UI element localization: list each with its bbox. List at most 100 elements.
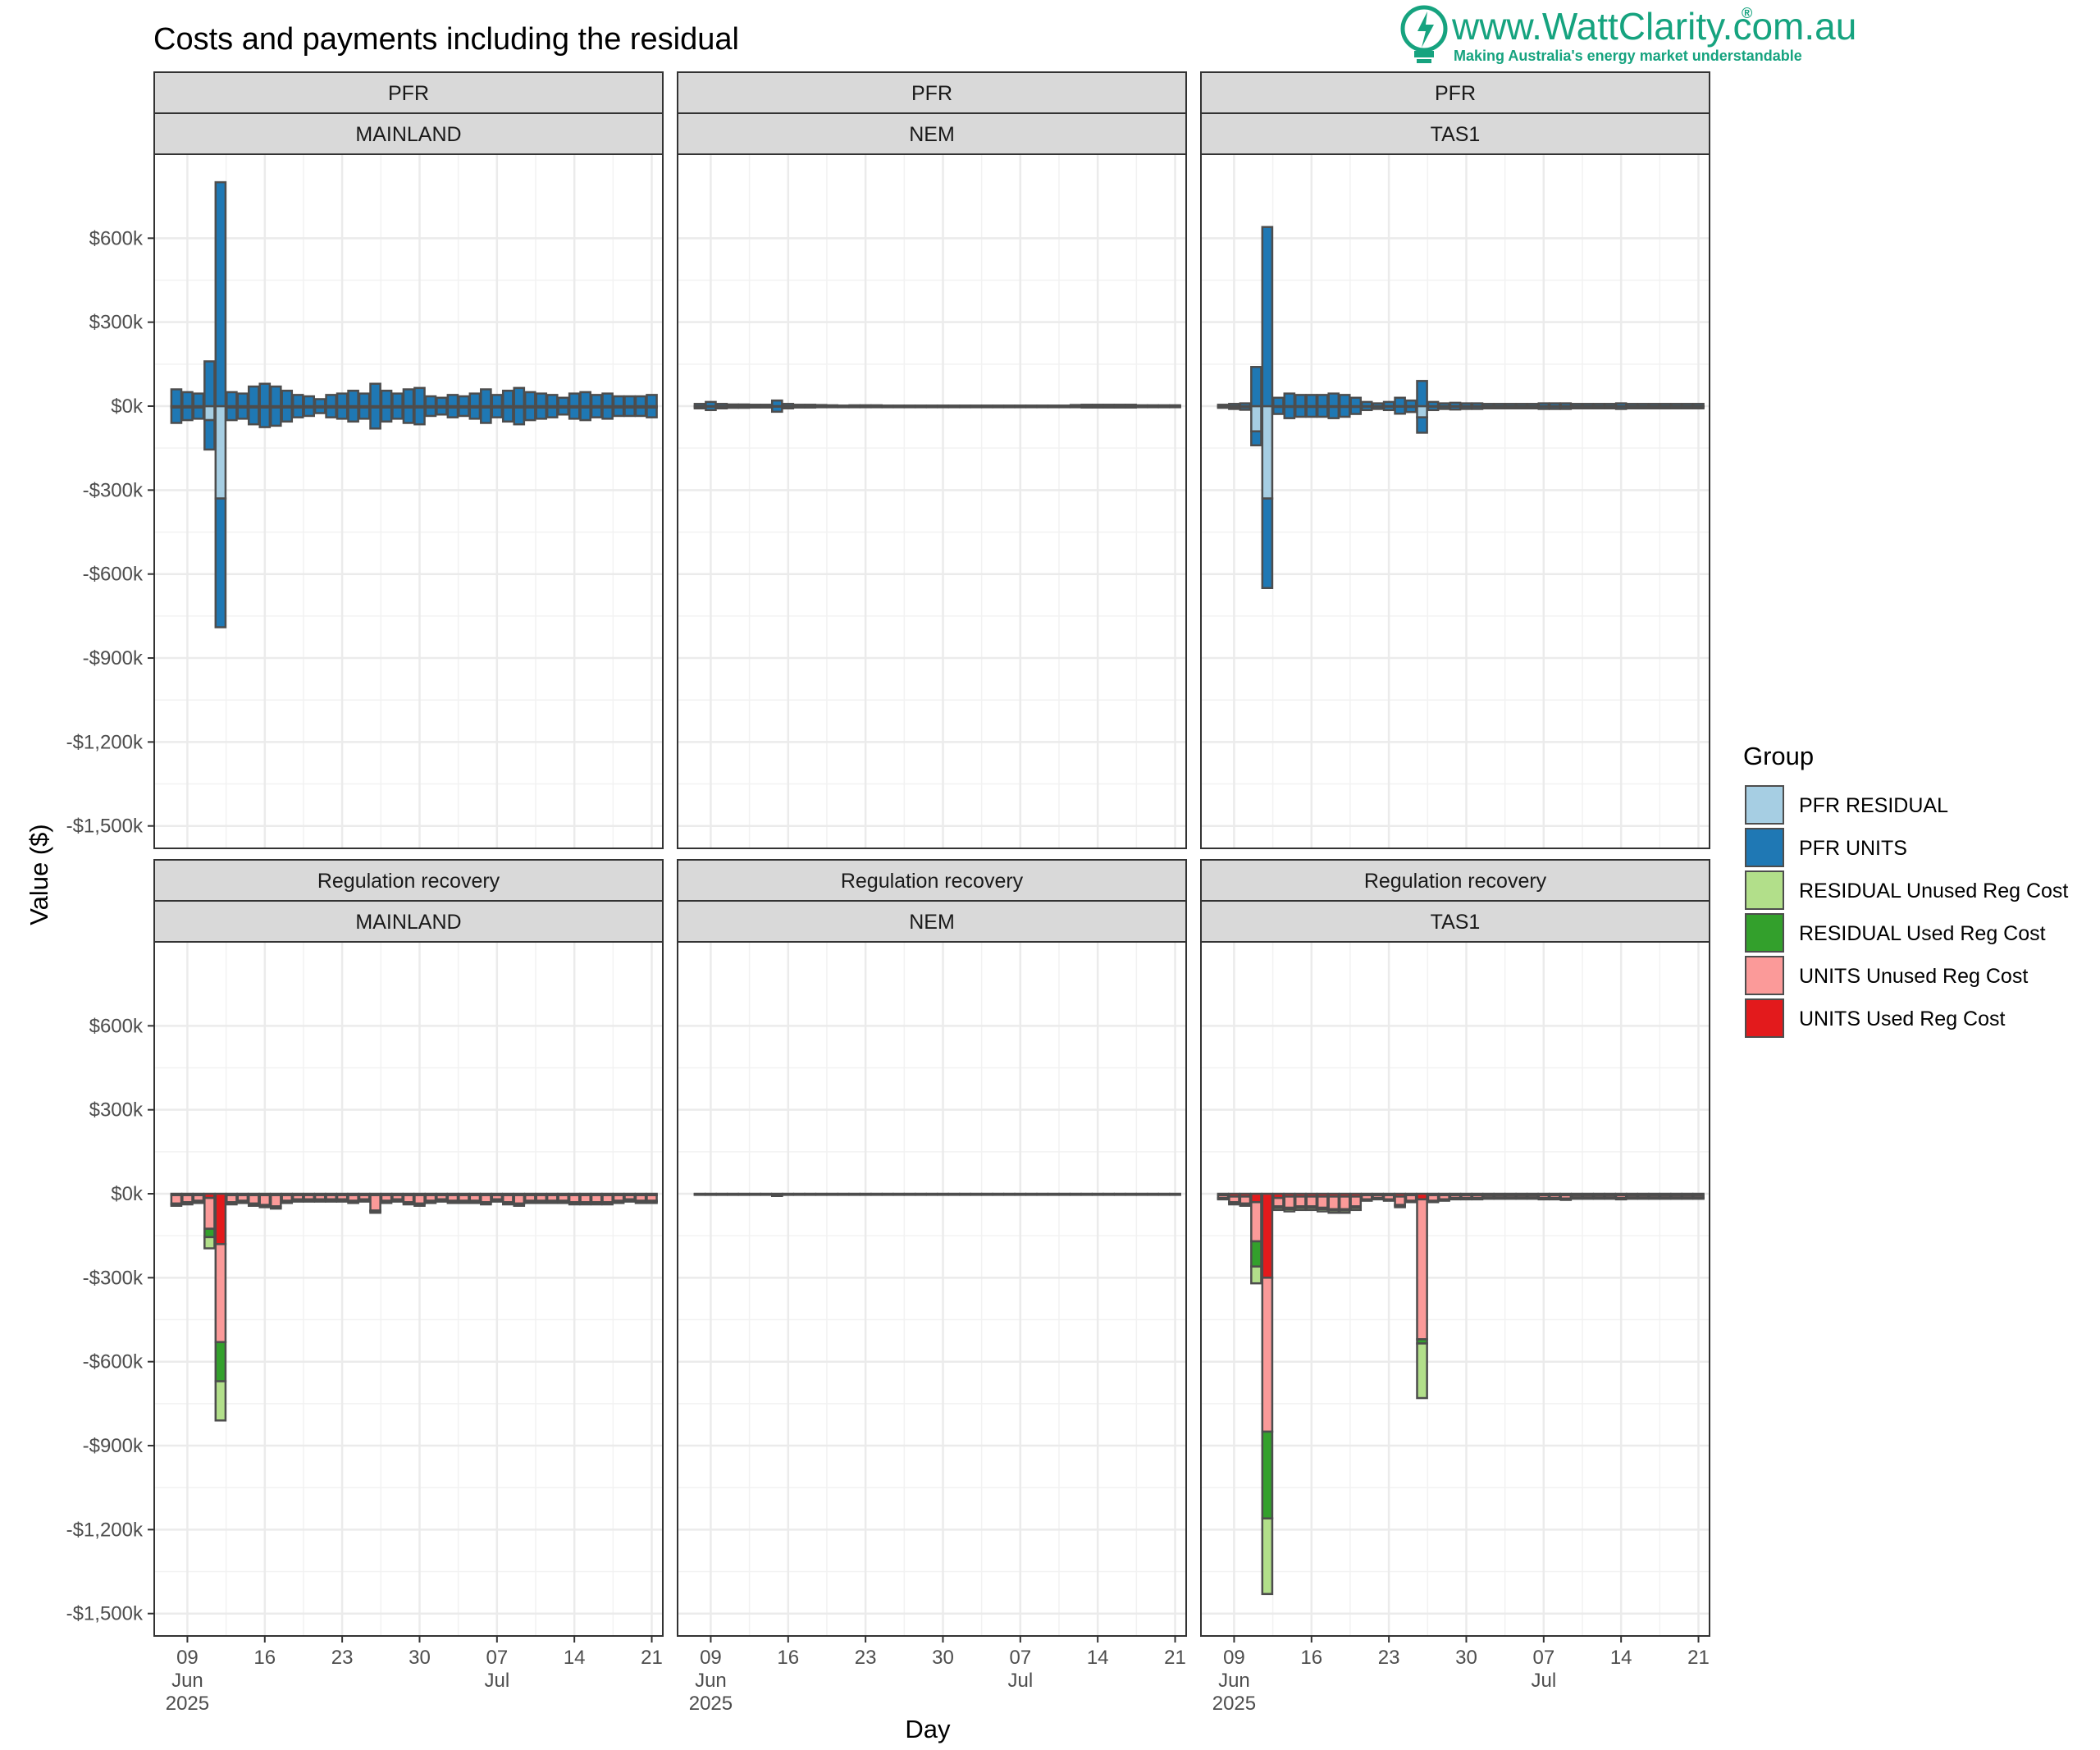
bar-segment: [1239, 406, 1252, 411]
bar-segment: [1294, 405, 1307, 418]
bar-segment: [413, 1194, 426, 1205]
bar-segment: [1250, 1192, 1262, 1204]
bar-segment: [1416, 1342, 1428, 1400]
bar-segment: [590, 1202, 603, 1206]
bar-segment: [693, 1193, 706, 1196]
bar-segment: [881, 1193, 894, 1196]
facet-strip-label: NEM: [909, 123, 955, 146]
bar-segment: [770, 399, 783, 408]
bar-segment: [782, 1193, 795, 1196]
x-tick-label: 14: [1087, 1647, 1109, 1669]
bar-segment: [523, 406, 536, 422]
bar-segment: [1372, 405, 1384, 410]
bar-segment: [226, 1194, 238, 1204]
bar-segment: [1305, 1206, 1318, 1212]
bar-segment: [1080, 1193, 1093, 1196]
bar-segment: [369, 382, 381, 408]
bar-segment: [214, 497, 227, 628]
bar-segment: [1125, 405, 1137, 409]
bar-segment: [1338, 405, 1351, 418]
bar-segment: [1261, 1192, 1274, 1279]
bar-segment: [413, 386, 426, 408]
bar-segment: [1239, 402, 1252, 408]
bar-segment: [546, 394, 559, 408]
bar-segment: [1449, 405, 1462, 411]
bar-segment: [1272, 1206, 1285, 1212]
y-tick-label: -$1,500k: [66, 816, 144, 838]
bar-segment: [336, 406, 349, 420]
bar-segment: [1261, 404, 1274, 500]
bar-segment: [727, 405, 739, 409]
bar-segment: [1449, 401, 1462, 408]
bar-segment: [513, 406, 526, 426]
bar-segment: [1135, 405, 1148, 409]
bar-segment: [1482, 1196, 1495, 1200]
bar-segment: [1382, 405, 1395, 412]
bar-segment: [546, 406, 559, 418]
bar-segment: [203, 360, 216, 408]
bar-segment: [535, 392, 548, 408]
bar-segment: [557, 1200, 570, 1204]
bar-segment: [535, 1200, 548, 1204]
facet-strip-label: TAS1: [1431, 123, 1481, 146]
x-tick-label: 30: [932, 1647, 954, 1669]
bar-segment: [1416, 380, 1428, 408]
bar-segment: [480, 406, 492, 424]
bar-segment: [1147, 1193, 1159, 1196]
bar-segment: [1692, 405, 1705, 409]
bar-segment: [380, 1200, 393, 1204]
bar-segment: [1036, 405, 1049, 409]
bar-segment: [1338, 394, 1351, 408]
bar-segment: [1294, 1206, 1307, 1212]
bar-segment: [181, 391, 194, 408]
bar-segment: [1272, 396, 1285, 408]
bar-segment: [1349, 1206, 1363, 1212]
bar-segment: [1360, 1199, 1373, 1202]
x-tick-label: 30: [409, 1647, 431, 1669]
bar-segment: [458, 406, 470, 418]
bar-segment: [903, 1193, 916, 1196]
bar-segment: [1604, 405, 1617, 409]
bar-segment: [1559, 405, 1573, 410]
bar-segment: [413, 406, 426, 426]
bar-segment: [446, 1200, 459, 1204]
logo-url: www.WattClarity.com.au: [1451, 5, 1856, 48]
bar-segment: [601, 1194, 614, 1204]
bar-segment: [1250, 1201, 1262, 1243]
bar-segment: [1394, 396, 1406, 408]
legend-item-residual-used-reg-cost: RESIDUAL Used Reg Cost: [1745, 913, 2046, 953]
bar-segment: [358, 406, 371, 420]
bar-segment: [501, 390, 514, 408]
x-tick-label: 07 Jul: [1007, 1647, 1033, 1692]
bar-segment: [693, 405, 706, 409]
bar-segment: [1570, 1196, 1583, 1200]
bar-segment: [1228, 1202, 1240, 1206]
bar-segment: [612, 395, 625, 408]
bar-segment: [1438, 405, 1450, 410]
y-tick-label: -$1,500k: [66, 1603, 144, 1625]
bar-segment: [436, 396, 448, 408]
legend-swatch: [1745, 998, 1784, 1038]
bar-segment: [1069, 1193, 1082, 1196]
bars: [693, 399, 1181, 414]
bar-segment: [214, 1341, 227, 1382]
bar-segment: [1427, 1199, 1440, 1204]
bar-segment: [446, 406, 459, 418]
legend-item-units-unused-reg-cost: UNITS Unused Reg Cost: [1745, 956, 2028, 995]
bar-segment: [1091, 1193, 1104, 1196]
x-axis-title: Day: [905, 1715, 951, 1743]
panel-border: [677, 941, 1187, 1637]
bar-segment: [247, 406, 260, 426]
plot-background: [1201, 942, 1710, 1636]
bar-segment: [826, 405, 839, 409]
bar-segment: [804, 405, 817, 409]
bar-segment: [1626, 405, 1638, 409]
bar-segment: [291, 394, 304, 408]
y-tick-label: $0k: [111, 395, 144, 418]
bar-segment: [336, 392, 349, 408]
bar-segment: [1582, 405, 1595, 409]
bar-segment: [1504, 1196, 1517, 1200]
facet-strip-label: Regulation recovery: [317, 870, 500, 893]
y-tick-label: $600k: [89, 227, 144, 249]
